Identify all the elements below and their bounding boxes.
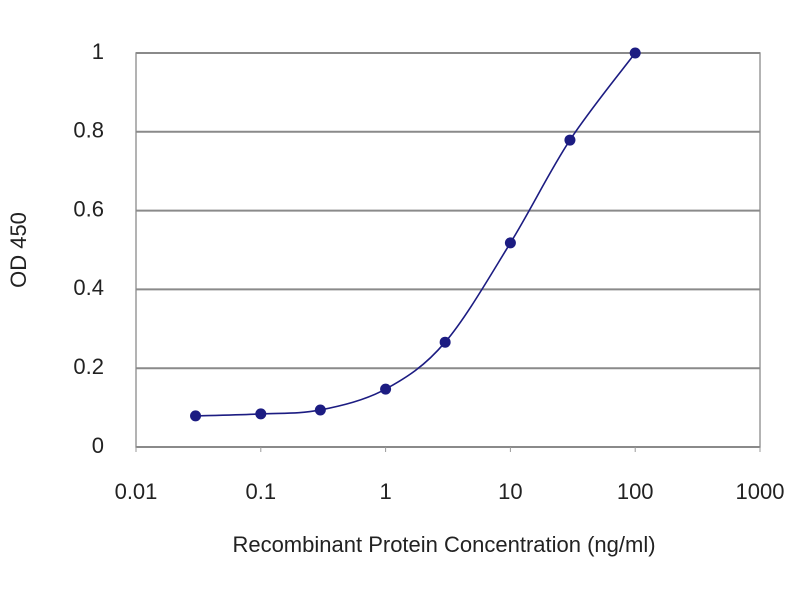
point: [629, 47, 641, 59]
y-tick-label: 0.2: [73, 354, 104, 379]
x-tick-label: 100: [617, 479, 654, 504]
point: [380, 383, 392, 395]
x-tick-label: 0.01: [115, 479, 158, 504]
y-axis-label: OD 450: [6, 212, 31, 288]
y-tick-label: 0.4: [73, 275, 104, 300]
plot-area: [135, 52, 761, 448]
point: [439, 336, 451, 348]
x-tick-label: 10: [498, 479, 522, 504]
point: [564, 134, 576, 146]
point: [504, 237, 516, 249]
x-axis-label: Recombinant Protein Concentration (ng/ml…: [232, 532, 655, 557]
y-tick-label: 0.6: [73, 196, 104, 221]
point: [314, 404, 326, 416]
y-tick-label: 0: [92, 433, 104, 458]
x-tick-label: 0.1: [246, 479, 277, 504]
point: [190, 410, 202, 422]
y-tick-label: 0.8: [73, 118, 104, 143]
x-tick-label: 1: [379, 479, 391, 504]
x-tick-label: 1000: [736, 479, 785, 504]
y-tick-label: 1: [92, 39, 104, 64]
point: [255, 408, 267, 420]
